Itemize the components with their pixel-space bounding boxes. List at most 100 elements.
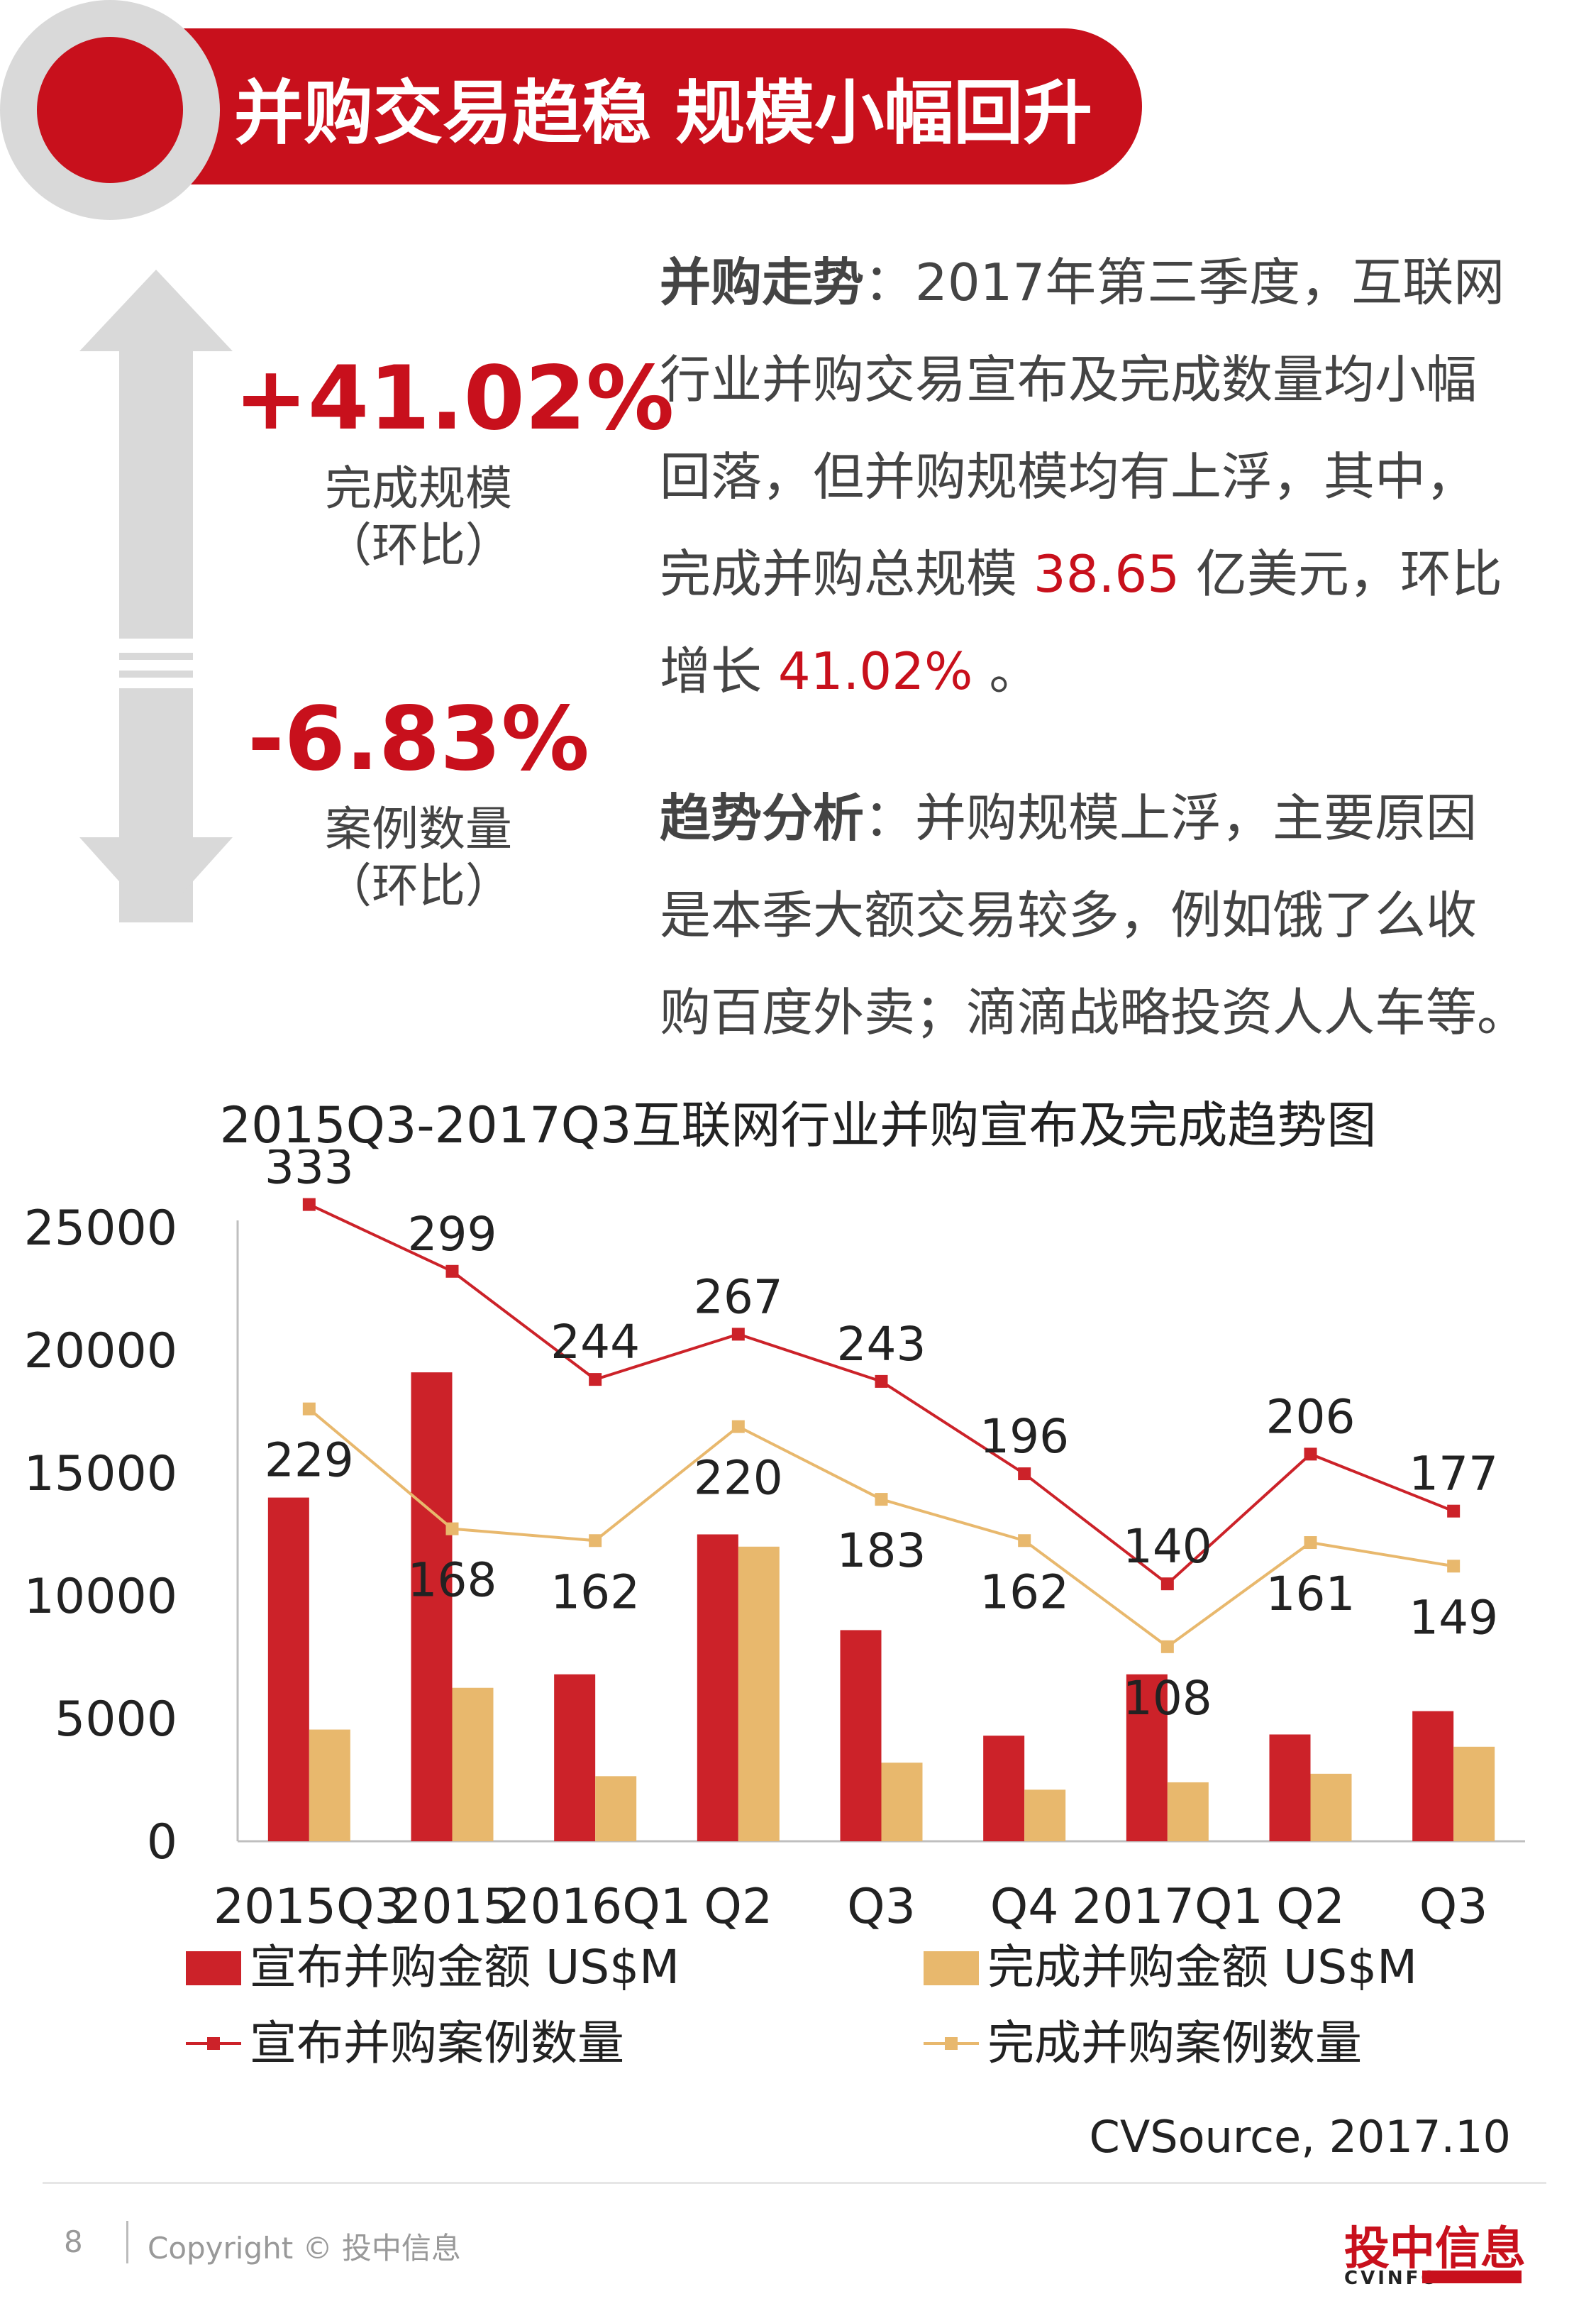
trend-heading: 并购走势 — [660, 253, 865, 312]
announced-count-marker — [1018, 1467, 1031, 1481]
announced-count-marker — [1447, 1504, 1461, 1518]
legend-marker — [207, 2037, 220, 2050]
bar-announced — [267, 1497, 309, 1841]
legend-label: 完成并购案例数量 — [987, 2016, 1362, 2070]
bar-completed — [881, 1762, 923, 1841]
analysis-paragraph: 趋势分析：并购规模上浮，主要原因 是本季大额交易较多，例如饿了么收 购百度外卖；… — [660, 788, 1529, 1042]
completed-count-marker — [1304, 1536, 1317, 1550]
header-bar — [177, 28, 1142, 184]
bar-announced — [1126, 1674, 1168, 1841]
x-tick-label: Q3 — [847, 1879, 916, 1935]
x-tick-label: Q2 — [1276, 1879, 1345, 1935]
growth-value: 41.02% — [777, 641, 973, 701]
count-change-sub: （环比） — [325, 859, 512, 913]
announced-count-label: 299 — [408, 1207, 497, 1262]
x-tick-label: Q4 — [990, 1879, 1059, 1935]
legend-label: 完成并购金额 US$M — [987, 1940, 1417, 1995]
announced-count-marker — [731, 1328, 745, 1341]
footer-divider — [43, 2182, 1546, 2184]
y-tick-label: 5000 — [55, 1692, 177, 1748]
trend-paragraph: 并购走势：2017年第三季度，互联网 行业并购交易宣布及完成数量均小幅 回落，但… — [660, 253, 1505, 701]
legend-label: 宣布并购案例数量 — [250, 2016, 624, 2070]
count-change-value: -6.83% — [248, 688, 589, 790]
trend-chart: 25000 20000 15000 10000 5000 0 2015Q320152016Q… — [24, 1149, 1525, 2070]
bar-completed — [309, 1729, 350, 1841]
footer-separator — [126, 2221, 128, 2263]
bar-announced — [1269, 1734, 1311, 1841]
legend-marker — [945, 2037, 958, 2050]
completed-count-label: 108 — [1123, 1671, 1212, 1726]
announced-count-marker — [589, 1373, 602, 1386]
completed-count-marker — [1447, 1560, 1461, 1573]
announced-count-marker — [302, 1198, 316, 1211]
completed-count-label: 220 — [694, 1451, 783, 1506]
completed-count-label: 162 — [980, 1565, 1069, 1619]
bar-announced — [840, 1630, 882, 1841]
total-scale-value: 38.65 — [1033, 544, 1180, 604]
completed-count-marker — [731, 1420, 745, 1433]
scale-change-label: 完成规模 — [325, 461, 512, 516]
page-number: 8 — [64, 2224, 83, 2259]
x-tick-label: 2016Q1 — [499, 1879, 691, 1935]
logo-bar — [1422, 2271, 1522, 2283]
completed-count-label: 149 — [1409, 1590, 1498, 1645]
announced-count-label: 333 — [265, 1149, 354, 1195]
x-tick-label: 2015 — [391, 1879, 514, 1935]
bar-announced — [697, 1534, 738, 1841]
bar-announced — [983, 1736, 1025, 1841]
x-tick-label: Q2 — [704, 1879, 772, 1935]
completed-count-marker — [589, 1534, 602, 1548]
legend-swatch-announced-amount — [186, 1951, 241, 1985]
announced-count-label: 206 — [1266, 1389, 1356, 1444]
announced-count-label: 140 — [1123, 1519, 1212, 1574]
up-down-arrow-icon — [79, 270, 233, 922]
bar-completed — [1167, 1782, 1209, 1841]
announced-count-label: 267 — [694, 1269, 783, 1324]
logo: 投中信息 — [1344, 2223, 1526, 2275]
bar-completed — [738, 1546, 780, 1841]
bar-announced — [411, 1372, 453, 1841]
x-tick-label: 2017Q1 — [1072, 1879, 1263, 1935]
x-tick-label: 2015Q3 — [214, 1879, 405, 1935]
completed-count-marker — [875, 1493, 888, 1506]
announced-count-marker — [875, 1374, 888, 1388]
scale-change-sub: （环比） — [325, 518, 512, 573]
bar-completed — [1024, 1789, 1066, 1841]
y-tick-label: 25000 — [24, 1201, 177, 1257]
announced-count-label: 177 — [1409, 1447, 1498, 1501]
completed-count-marker — [445, 1522, 459, 1535]
completed-count-label: 162 — [550, 1565, 640, 1619]
legend-label: 宣布并购金额 US$M — [250, 1940, 680, 1995]
y-tick-label: 15000 — [24, 1446, 177, 1502]
copyright: Copyright © 投中信息 — [148, 2231, 461, 2266]
bar-completed — [1453, 1746, 1495, 1841]
bar-completed — [595, 1776, 637, 1841]
y-tick-label: 20000 — [24, 1323, 177, 1379]
completed-count-label: 229 — [265, 1433, 354, 1488]
completed-count-label: 183 — [837, 1523, 926, 1578]
header-dot-icon — [37, 37, 183, 183]
bar-completed — [1310, 1773, 1352, 1841]
scale-change-value: +41.02% — [234, 348, 675, 450]
completed-count-marker — [1018, 1534, 1031, 1548]
announced-count-label: 244 — [550, 1315, 640, 1369]
count-change-label: 案例数量 — [325, 802, 512, 856]
legend-swatch-completed-amount — [924, 1951, 979, 1985]
completed-count-marker — [1160, 1640, 1174, 1653]
bar-completed — [452, 1687, 494, 1841]
y-tick-label: 10000 — [24, 1569, 177, 1625]
announced-count-label: 243 — [837, 1317, 926, 1372]
x-tick-label: Q3 — [1419, 1879, 1488, 1935]
y-tick-label: 0 — [147, 1814, 177, 1870]
announced-count-marker — [1160, 1577, 1174, 1591]
completed-count-label: 168 — [408, 1553, 497, 1608]
announced-count-label: 196 — [980, 1409, 1069, 1464]
source-note: CVSource, 2017.10 — [1089, 2111, 1511, 2163]
announced-count-marker — [445, 1264, 459, 1278]
completed-count-label: 161 — [1266, 1567, 1356, 1621]
page-title: 并购交易趋稳 规模小幅回升 — [234, 73, 1093, 154]
chart-title: 2015Q3-2017Q3互联网行业并购宣布及完成趋势图 — [219, 1096, 1377, 1154]
completed-count-marker — [302, 1402, 316, 1416]
logo-sub: CVINFO — [1344, 2268, 1440, 2289]
announced-count-marker — [1304, 1447, 1317, 1461]
